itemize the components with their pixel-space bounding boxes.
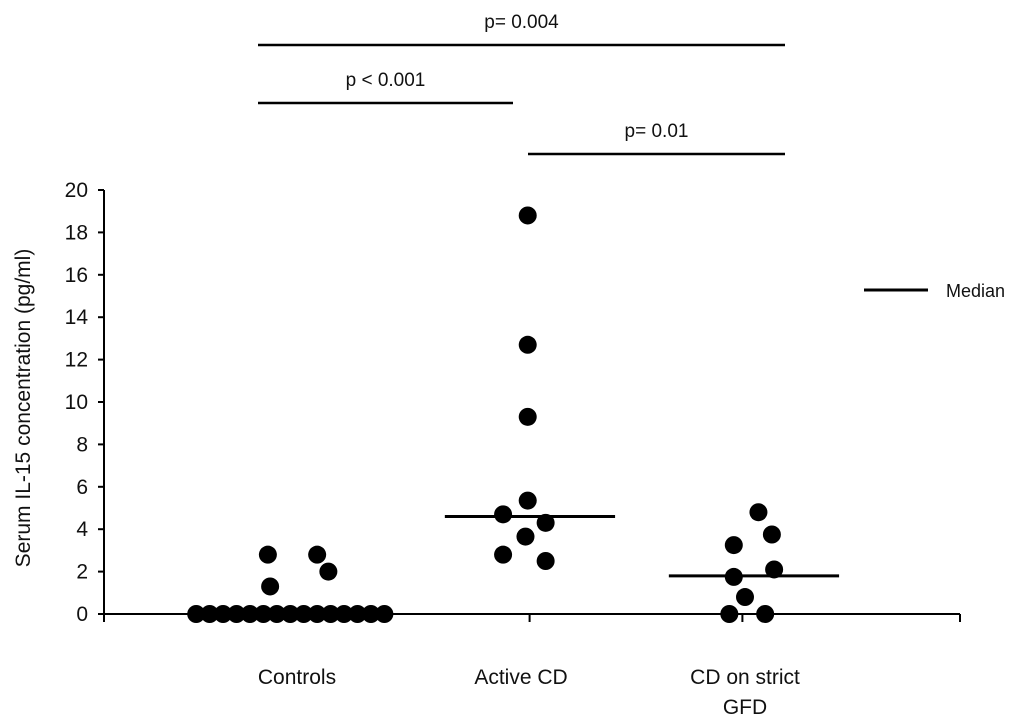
data-points [187,206,784,623]
data-point [335,605,354,623]
y-tick-label: 2 [76,561,88,584]
data-point [200,605,219,623]
y-tick-label: 10 [65,391,88,414]
p-value-label: p < 0.001 [346,70,426,91]
p-value-label: p= 0.01 [625,121,689,142]
y-tick-label: 4 [76,518,88,541]
data-point [516,527,535,546]
data-point [720,605,739,623]
data-point [536,513,555,532]
x-category-label: Active CD [474,666,567,689]
data-point [321,605,340,623]
data-point [187,605,206,623]
y-tick-label: 0 [76,603,88,626]
data-point [724,567,743,586]
data-point [240,605,259,623]
data-point [375,605,394,623]
data-point [281,605,300,623]
y-axis-label: Serum IL-15 concentration (pg/ml) [12,249,35,568]
y-tick-label: 16 [65,264,88,287]
y-tick-label: 20 [65,179,88,202]
data-point [261,577,280,596]
data-point [494,505,513,524]
data-point [536,552,555,570]
data-point [214,605,233,623]
data-point [254,605,273,623]
data-point [267,605,286,623]
data-point [518,206,537,225]
p-value-label: p= 0.004 [484,12,559,33]
y-axis: 0 2 4 6 8 10 12 14 16 18 20 [65,179,105,626]
data-point [518,491,537,510]
data-point [319,562,338,581]
data-point [762,525,781,544]
median-lines [444,514,840,578]
data-point [258,545,277,564]
x-category-label: GFD [723,696,767,719]
x-category-label: Controls [258,666,336,689]
y-tick-label: 6 [76,476,88,499]
y-tick-label: 8 [76,433,88,456]
data-point [361,605,380,623]
data-point [724,536,743,555]
y-tick-label: 14 [65,306,89,329]
y-tick-label: 18 [65,221,88,244]
data-point [765,560,784,579]
x-axis: Controls Active CD CD on strict GFD [103,613,961,719]
data-point [348,605,367,623]
data-point [518,407,537,426]
y-tick-label: 12 [65,349,88,372]
data-point [749,503,768,522]
data-point [736,588,754,607]
data-point [294,605,313,623]
data-point [227,605,246,623]
data-point [518,335,537,354]
data-point [494,545,513,564]
legend-median-label: Median [946,281,1005,301]
x-category-label: CD on strict [690,666,800,689]
data-point [756,605,775,623]
data-point [308,545,327,564]
significance-bars: p= 0.004 p < 0.001 p= 0.01 [258,12,785,156]
data-point [308,605,327,623]
legend: Median [864,281,1005,301]
